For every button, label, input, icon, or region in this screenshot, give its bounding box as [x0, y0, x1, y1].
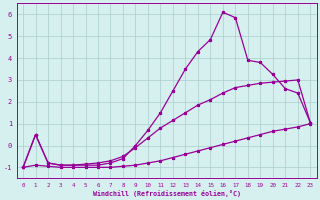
- X-axis label: Windchill (Refroidissement éolien,°C): Windchill (Refroidissement éolien,°C): [93, 190, 241, 197]
